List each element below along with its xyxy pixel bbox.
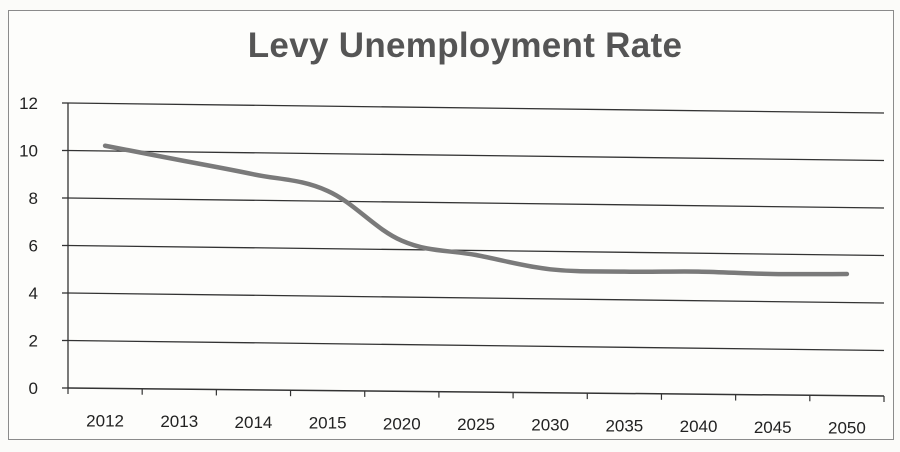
gridline [67,244,885,257]
data-point [548,267,552,271]
x-tick-label: 2015 [309,414,347,433]
gridline [67,339,885,352]
x-tick-label: 2035 [605,416,643,435]
gridline [67,197,885,209]
data-point [474,253,478,257]
x-tick-label: 2050 [828,419,866,438]
x-tick-label: 2014 [235,413,273,432]
y-tick-label: 8 [29,189,38,208]
x-tick-label: 2030 [531,416,569,435]
x-tick-label: 2013 [160,412,198,431]
data-point [177,158,181,162]
data-point [697,270,701,274]
x-tick-label: 2025 [457,415,495,434]
y-tick-label: 12 [19,94,38,113]
data-point [845,272,849,276]
x-tick-label: 2040 [680,417,718,436]
gridline [67,102,885,114]
data-point [400,239,404,243]
chart-title: Levy Unemployment Rate [247,26,683,65]
chart-frame [8,10,894,440]
y-tick-label: 10 [19,142,38,161]
x-tick-label: 2012 [86,411,124,430]
data-point [103,144,107,148]
x-axis [67,387,885,397]
y-tick-label: 2 [29,332,38,351]
data-point [251,172,255,176]
y-tick-label: 6 [29,237,38,256]
data-point [326,189,330,193]
x-tick-label: 2045 [754,418,792,437]
data-point [622,270,626,274]
x-tick-label: 2020 [383,414,421,433]
gridline [67,149,885,162]
y-tick-label: 0 [29,379,38,398]
y-tick-label: 4 [29,284,38,303]
series-line [102,143,850,277]
gridline [67,292,885,304]
data-point [771,272,775,276]
